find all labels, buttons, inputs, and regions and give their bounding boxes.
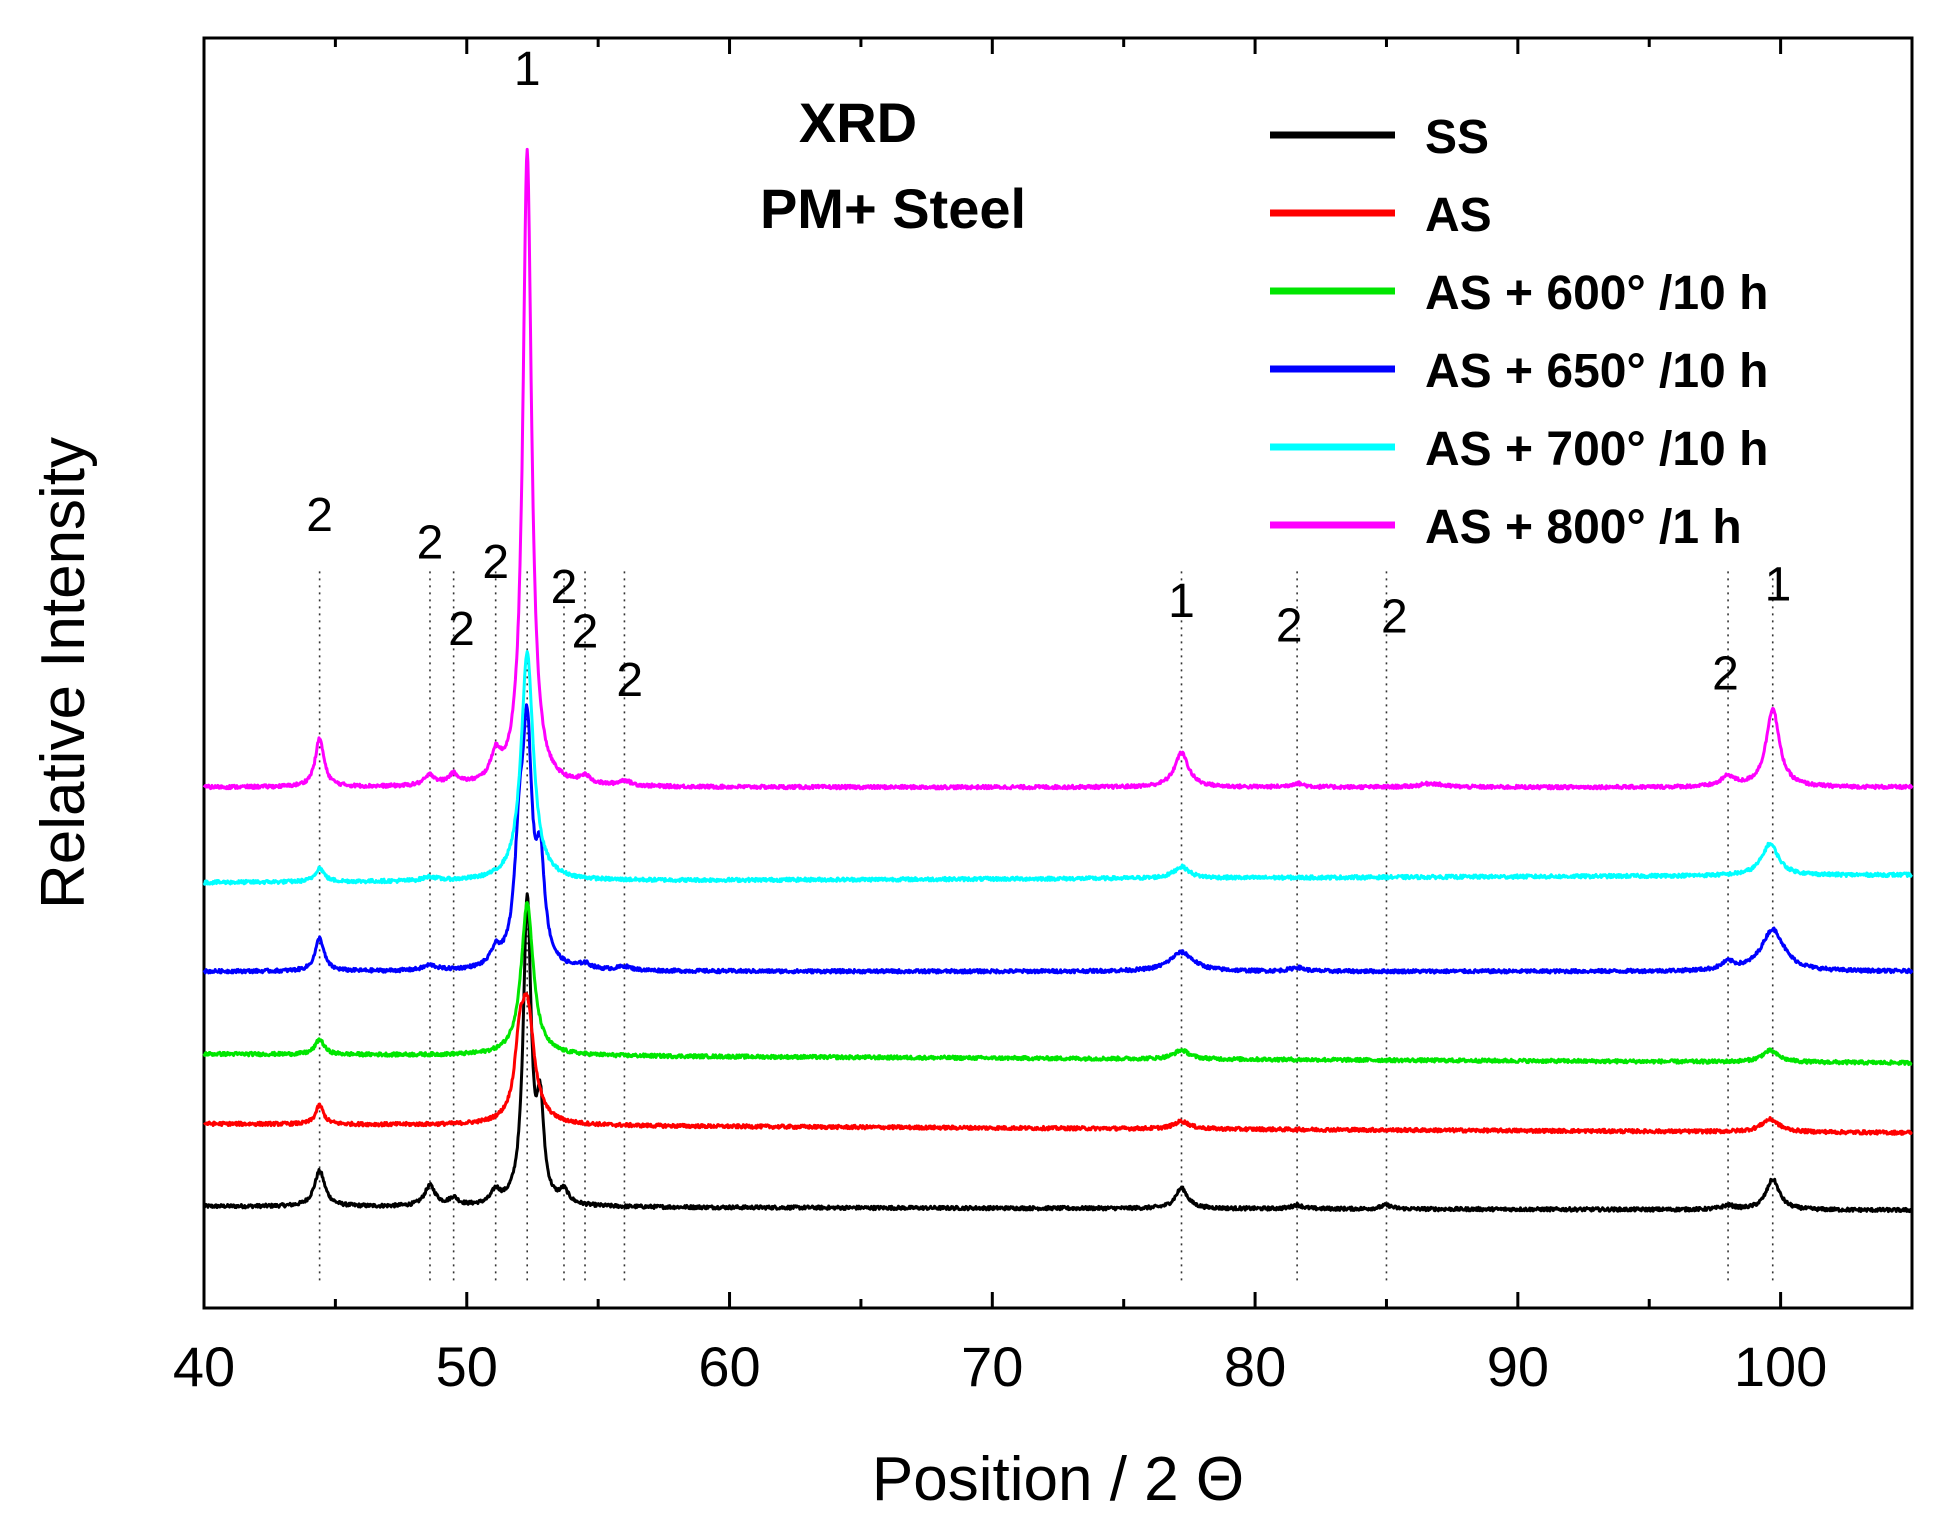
peak-label: 2 (448, 603, 475, 656)
legend-label: AS + 700° /10 h (1425, 423, 1768, 476)
legend-label: SS (1425, 111, 1489, 164)
peak-label: 2 (1276, 599, 1303, 652)
series-line-1 (203, 992, 1913, 1136)
x-tick-label: 70 (961, 1335, 1023, 1398)
series-line-4 (202, 650, 1913, 886)
peak-label: 2 (551, 561, 578, 614)
series-lines (202, 147, 1914, 1214)
series-line-5 (202, 147, 1914, 791)
x-axis-label: Position / 2 Θ (872, 1445, 1244, 1514)
series-line-0 (202, 892, 1914, 1214)
x-tick-label: 90 (1487, 1335, 1549, 1398)
chart-title: XRD (799, 91, 917, 154)
series-line-3 (202, 703, 1914, 975)
chart-subtitle: PM+ Steel (760, 177, 1026, 240)
peak-label: 2 (616, 654, 643, 707)
legend-label: AS (1425, 189, 1492, 242)
legend-label: AS + 800° /1 h (1425, 501, 1742, 554)
x-tick-label: 100 (1734, 1335, 1827, 1398)
y-axis-label: Relative Intensity (29, 437, 98, 909)
peak-label: 2 (417, 517, 444, 570)
peak-label: 2 (306, 489, 333, 542)
peak-label: 1 (1168, 575, 1195, 628)
x-tick-label: 60 (698, 1335, 760, 1398)
plot-frame (202, 36, 1914, 1310)
legend-label: AS + 650° /10 h (1425, 345, 1768, 398)
x-tick-label: 40 (173, 1335, 235, 1398)
legend: SS AS AS + 600° /10 h AS + 650° /10 h AS + 7… (1270, 111, 1768, 554)
x-tick-label: 80 (1224, 1335, 1286, 1398)
peak-label: 2 (1381, 590, 1408, 643)
legend-label: AS + 600° /10 h (1425, 267, 1768, 320)
x-axis-ticks: 40 50 60 70 80 90 100 (173, 38, 1914, 1398)
peak-label: 2 (572, 606, 599, 659)
peak-label: 2 (482, 536, 509, 589)
x-tick-label: 50 (436, 1335, 498, 1398)
series-line-2 (202, 901, 1913, 1067)
peak-label: 1 (514, 43, 541, 96)
peak-label: 2 (1712, 648, 1739, 701)
peak-label: 1 (1765, 559, 1792, 612)
